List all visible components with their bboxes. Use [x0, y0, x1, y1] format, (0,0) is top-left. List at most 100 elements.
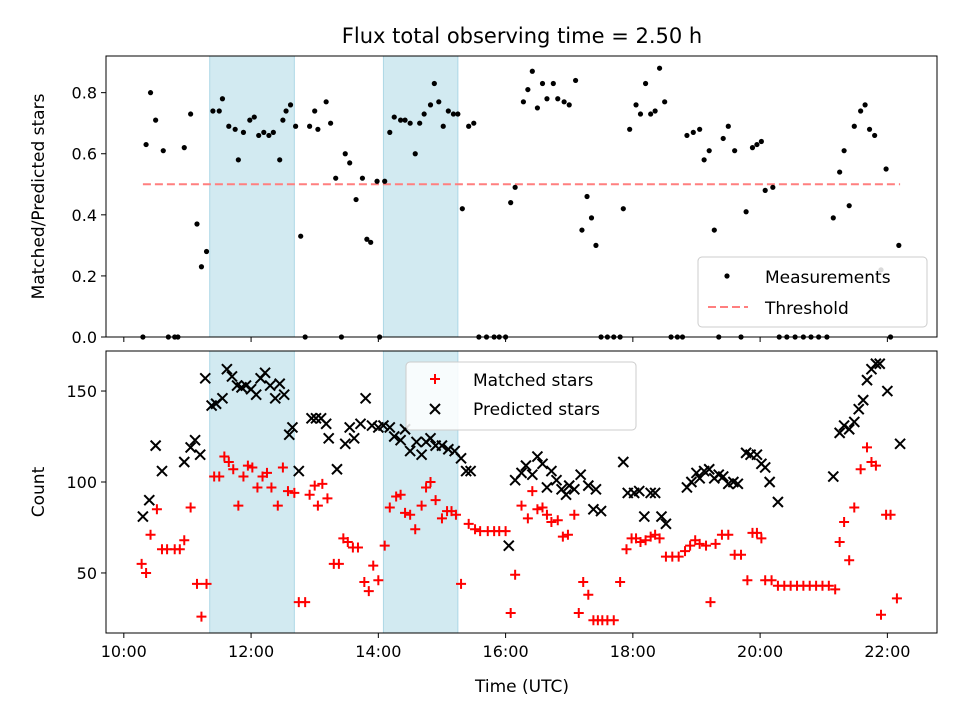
measurement-point: [662, 99, 668, 105]
matched-star-point: [400, 507, 411, 518]
matched-star-point: [247, 462, 258, 473]
measurement-point: [251, 114, 257, 120]
measurement-point: [436, 99, 442, 105]
matched-star-point: [436, 513, 447, 524]
predicted-star-point: [283, 428, 295, 441]
predicted-star-point: [194, 448, 206, 461]
matched-star-point: [680, 546, 691, 557]
matched-star-point: [742, 575, 753, 586]
matched-star-point: [300, 597, 311, 608]
measurement-point: [697, 126, 703, 132]
matched-star-point: [191, 578, 202, 589]
x-tick-label: 22:00: [864, 642, 910, 661]
x-tick-label: 18:00: [610, 642, 656, 661]
matched-star-point: [233, 500, 244, 511]
x-tick-label: 14:00: [355, 642, 401, 661]
measurement-point: [758, 138, 764, 145]
predicted-star-point: [827, 470, 839, 483]
predicted-star-point: [269, 392, 281, 405]
matched-star-point: [333, 558, 344, 569]
predicted-star-point: [359, 392, 372, 405]
measurement-point: [431, 80, 437, 87]
shaded-interval-1: [382, 55, 459, 338]
matched-star-point: [839, 517, 850, 528]
predicted-star-point: [384, 421, 396, 434]
matched-star-point: [723, 529, 734, 540]
predicted-star-point: [853, 403, 865, 415]
matched-star-point: [228, 464, 239, 475]
predicted-star-point: [455, 452, 467, 465]
y-tick-label: 50: [77, 564, 97, 583]
predicted-star-point: [377, 419, 390, 432]
measurement-point: [328, 120, 334, 126]
measurement-point: [240, 129, 247, 135]
measurement-point: [732, 148, 738, 154]
count-y-ticks: 50 100 150: [66, 382, 106, 583]
measurement-point: [862, 102, 868, 108]
ratio-x-ticks: [123, 337, 888, 342]
measurement-point: [566, 102, 572, 108]
matched-star-point: [425, 476, 436, 487]
predicted-star-point: [149, 439, 162, 452]
predicted-star-point: [216, 392, 229, 405]
predicted-star-point: [531, 450, 544, 463]
matched-star-point: [573, 607, 584, 618]
predicted-star-point: [763, 476, 776, 488]
matched-star-point: [510, 569, 521, 580]
matched-star-point: [569, 509, 580, 520]
measurement-point: [364, 236, 370, 242]
matched-star-point: [359, 577, 370, 588]
measurement-point: [382, 178, 388, 184]
matched-star-point: [562, 529, 573, 540]
measurement-point: [440, 123, 446, 129]
matched-star-point: [608, 615, 619, 626]
measurement-point: [368, 239, 374, 245]
measurement-point: [203, 248, 210, 255]
predicted-star-point: [526, 469, 539, 481]
predicted-star-point: [732, 478, 744, 490]
measurement-point: [627, 126, 633, 132]
predicted-star-point: [394, 434, 407, 446]
measurement-point: [266, 132, 272, 139]
measurement-point: [407, 120, 413, 126]
measurement-point: [235, 157, 241, 163]
ratio-y-ticks: 0.0 0.2 0.4 0.6 0.8: [72, 84, 106, 347]
measurement-point: [347, 160, 353, 166]
predicted-star-point: [424, 432, 437, 445]
matched-star-point: [410, 524, 421, 535]
y-tick-label: 0.4: [72, 206, 97, 225]
predicted-star-point: [240, 379, 252, 392]
measurement-point: [323, 99, 329, 105]
matched-star-point: [701, 540, 712, 551]
chart-title: Flux total observing time = 2.50 h: [342, 24, 702, 48]
matched-star-point: [379, 540, 390, 551]
matched-star-point: [885, 509, 896, 520]
measurement-point: [398, 117, 404, 123]
measurement-point: [293, 123, 299, 129]
matched-star-point: [342, 537, 353, 548]
predicted-star-point: [250, 388, 262, 401]
legend-measurement-marker: [724, 273, 730, 279]
predicted-star-point: [264, 379, 276, 392]
matched-star-point: [766, 575, 777, 586]
matched-star-point: [421, 482, 432, 493]
measurement-points: [140, 65, 902, 340]
measurement-point: [359, 175, 366, 181]
measurement-point: [312, 108, 318, 114]
measurement-point: [520, 99, 527, 105]
matched-star-point: [876, 609, 887, 620]
predicted-star-points: [137, 358, 906, 552]
measurement-point: [529, 68, 535, 74]
predicted-star-point: [560, 489, 572, 501]
legend-label-threshold: Threshold: [764, 299, 849, 319]
predicted-star-point: [143, 494, 155, 506]
predicted-star-point: [464, 465, 477, 477]
measurement-point: [402, 117, 408, 123]
measurement-point: [270, 129, 276, 135]
measurement-point: [445, 108, 451, 114]
matched-star-point: [282, 486, 293, 497]
matched-star-point: [352, 542, 363, 553]
measurement-point: [256, 132, 262, 139]
predicted-star-point: [137, 510, 149, 523]
